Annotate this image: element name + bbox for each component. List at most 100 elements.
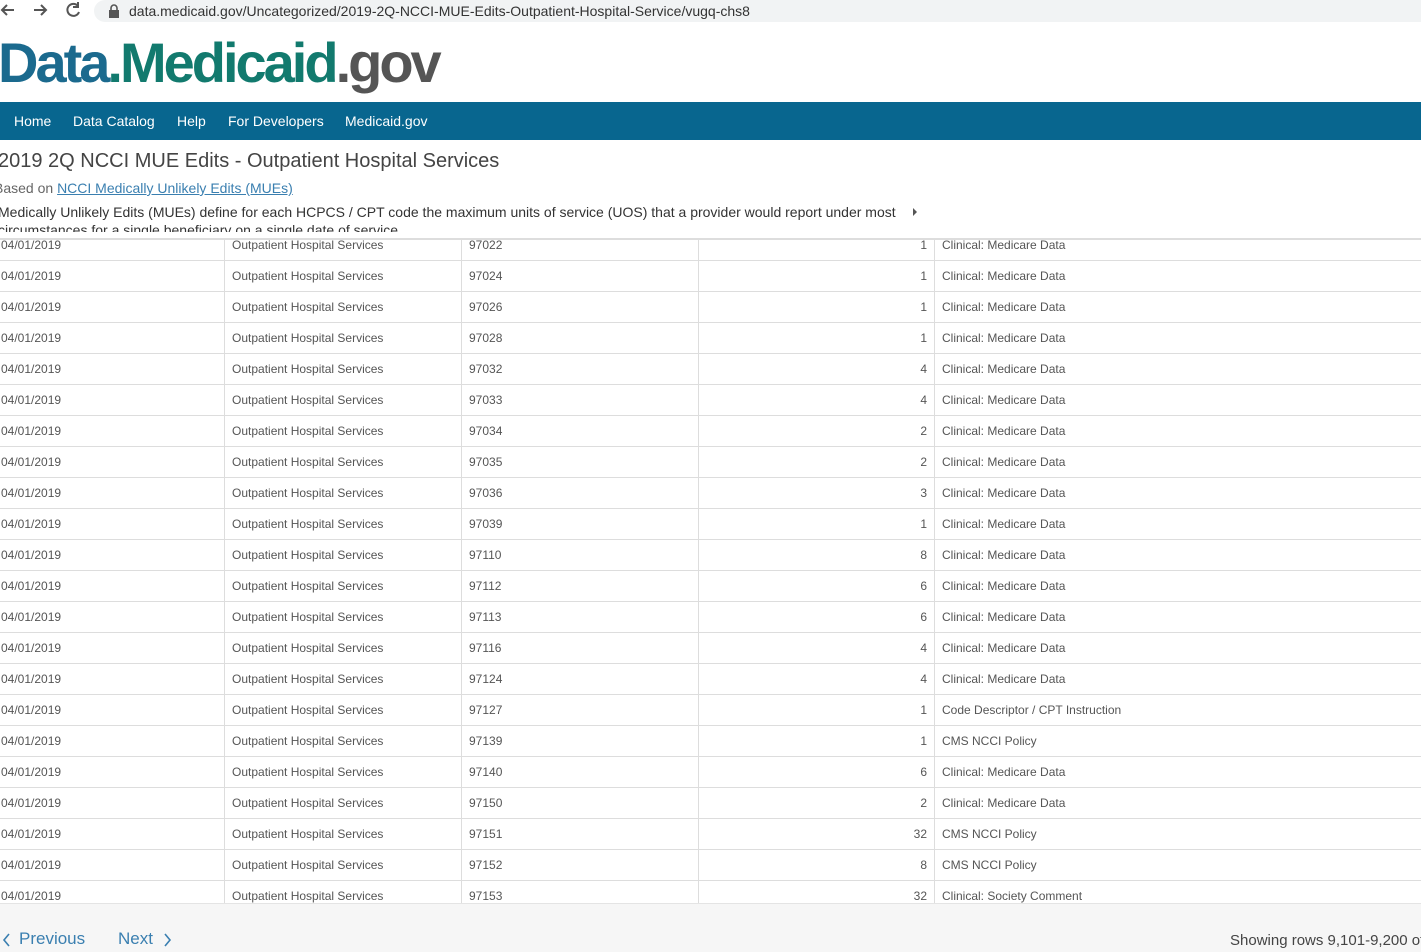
table-cell: 04/01/2019 [0,478,225,509]
table-cell: Outpatient Hospital Services [225,571,462,602]
table-row: 04/01/2019 Outpatient Hospital Services 97… [0,354,1421,385]
table-cell: 04/01/2019 [0,416,225,447]
table-cell: 97036 [462,478,699,509]
table-cell: Clinical: Medicare Data [942,455,1066,469]
table-row: 04/01/2019 Outpatient Hospital Services 97… [0,633,1421,664]
table-cell: 6 [699,602,935,633]
table-row: 04/01/2019 Outpatient Hospital Services 97… [0,881,1421,903]
dataset-description: Medically Unlikely Edits (MUEs) define f… [0,204,896,232]
table-cell: 04/01/2019 [0,292,225,323]
table-cell: 97153 [462,881,699,903]
nav-link[interactable]: Help [177,113,206,129]
next-button[interactable]: Next [118,929,153,948]
table-cell: Outpatient Hospital Services [225,881,462,903]
table-cell: 04/01/2019 [0,881,225,903]
table-cell: 97127 [462,695,699,726]
table-cell: Clinical: Medicare Data [942,672,1066,686]
nav-link[interactable]: For Developers [228,113,324,129]
browser-toolbar: data.medicaid.gov/Uncategorized/2019-2Q-… [0,0,1421,24]
table-cell: CMS NCCI Policy [942,734,1037,748]
table-cell: 97024 [462,261,699,292]
table-cell: 97032 [462,354,699,385]
table-cell: Clinical: Medicare Data [942,517,1066,531]
table-cell: Outpatient Hospital Services [225,633,462,664]
previous-button[interactable]: Previous [19,929,86,948]
table-cell: Clinical: Medicare Data [942,362,1066,376]
table-cell: 97140 [462,757,699,788]
table-cell: 97035 [462,447,699,478]
logo[interactable]: Data.Medicaid.gov [0,30,442,95]
source-link[interactable]: NCCI Medically Unlikely Edits (MUEs) [57,180,293,196]
table-cell: Clinical: Medicare Data [942,238,1066,252]
table-cell: 1 [699,261,935,292]
table-cell: Outpatient Hospital Services [225,447,462,478]
table-cell: 97152 [462,850,699,881]
table-cell: 04/01/2019 [0,509,225,540]
table-cell: 04/01/2019 [0,850,225,881]
table-cell: CMS NCCI Policy [942,858,1037,872]
table-cell: Outpatient Hospital Services [225,726,462,757]
table-cell: 04/01/2019 [0,261,225,292]
table-cell: 4 [699,633,935,664]
table-cell: Clinical: Medicare Data [942,393,1066,407]
nav-link[interactable]: Data Catalog [73,113,155,129]
table-cell: Clinical: Medicare Data [942,331,1066,345]
table-cell: Outpatient Hospital Services [225,602,462,633]
table-row: 04/01/2019 Outpatient Hospital Services 97… [0,261,1421,292]
table-cell: Outpatient Hospital Services [225,354,462,385]
table-cell: Clinical: Medicare Data [942,579,1066,593]
address-bar[interactable]: data.medicaid.gov/Uncategorized/2019-2Q-… [94,0,1421,22]
nav-buttons[interactable] [0,0,90,22]
table-cell: Clinical: Medicare Data [942,548,1066,562]
table-cell: 04/01/2019 [0,354,225,385]
nav-link[interactable]: Home [14,113,52,129]
table-cell: Outpatient Hospital Services [225,540,462,571]
table-cell: Outpatient Hospital Services [225,695,462,726]
table-row: 04/01/2019 Outpatient Hospital Services 97… [0,695,1421,726]
table-cell: 04/01/2019 [0,571,225,602]
expand-icon[interactable] [911,207,919,217]
nav-link[interactable]: Medicaid.gov [345,113,428,129]
table-cell: 04/01/2019 [0,323,225,354]
table-cell: 97139 [462,726,699,757]
table-cell: 4 [699,664,935,695]
table-cell: 1 [699,695,935,726]
table-cell: 1 [699,323,935,354]
table-row: 04/01/2019 Outpatient Hospital Services 97… [0,540,1421,571]
table-cell: Code Descriptor / CPT Instruction [942,703,1122,717]
table-cell: 4 [699,354,935,385]
table-row: 04/01/2019 Outpatient Hospital Services 97… [0,416,1421,447]
table-cell: 8 [699,540,935,571]
table-cell: 97151 [462,819,699,850]
logo-part: .Medicaid [107,31,338,94]
table-cell: 4 [699,385,935,416]
next-icon [164,933,172,947]
table-cell: 97112 [462,571,699,602]
table-cell: Clinical: Medicare Data [942,796,1066,810]
table-cell: Outpatient Hospital Services [225,323,462,354]
table-row: 04/01/2019 Outpatient Hospital Services 97… [0,447,1421,478]
table-cell: Outpatient Hospital Services [225,416,462,447]
table-cell: Clinical: Medicare Data [942,424,1066,438]
table-cell: 97028 [462,323,699,354]
table-cell: 04/01/2019 [0,540,225,571]
table-cell: 97150 [462,788,699,819]
table-cell: Outpatient Hospital Services [225,385,462,416]
table-cell: 04/01/2019 [0,664,225,695]
table-cell: 3 [699,478,935,509]
table-cell: 97034 [462,416,699,447]
table-cell: 97124 [462,664,699,695]
table-cell: 1 [699,509,935,540]
table-row: 04/01/2019 Outpatient Hospital Services 97… [0,509,1421,540]
table-cell: Clinical: Society Comment [942,889,1083,903]
table-row: 04/01/2019 Outpatient Hospital Services 97… [0,788,1421,819]
table-cell: 6 [699,571,935,602]
table-cell: 2 [699,447,935,478]
nav-bar: Home Data Catalog Help For Developers Me… [0,102,1421,140]
table-cell: Outpatient Hospital Services [225,509,462,540]
table-cell: Clinical: Medicare Data [942,641,1066,655]
table-cell: 97026 [462,292,699,323]
table-cell: 97113 [462,602,699,633]
